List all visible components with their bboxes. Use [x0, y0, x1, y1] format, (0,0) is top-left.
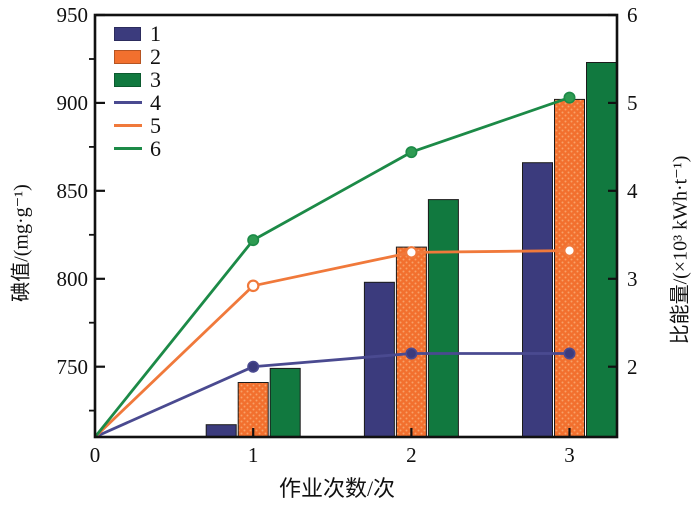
right-axis-tick-label: 2 — [627, 354, 638, 379]
bar-series-2 — [237, 382, 269, 438]
left-axis-tick-label: 900 — [56, 90, 89, 115]
marker-series-5 — [563, 244, 576, 257]
x-axis-tick-label: 2 — [406, 443, 417, 467]
x-axis-title: 作业次数/次 — [278, 476, 396, 501]
chart-legend: 1 2 3 4 5 6 — [114, 22, 161, 160]
legend-label: 3 — [150, 66, 161, 92]
bar-series-2 — [554, 98, 585, 438]
bar-series-2 — [395, 246, 427, 438]
legend-label: 2 — [150, 43, 161, 69]
marker-series-5 — [405, 246, 418, 259]
bar-series-1 — [522, 162, 553, 438]
legend-swatch-bar-2 — [114, 49, 141, 64]
legend-item: 6 — [114, 137, 161, 160]
legend-label: 1 — [150, 20, 161, 46]
line-series-6 — [93, 96, 570, 438]
line-series-5 — [94, 249, 570, 439]
left-axis-tick-label: 950 — [56, 3, 89, 27]
x-axis-tick-label: 0 — [89, 443, 101, 467]
right-axis-title: 比能量/(×10³ kWh·t⁻¹) — [669, 155, 692, 345]
bar-series-1 — [363, 281, 395, 438]
legend-label: 4 — [150, 89, 161, 115]
marker-series-4 — [405, 347, 418, 360]
right-axis-tick-label: 3 — [627, 266, 638, 291]
left-axis-tick-label: 800 — [56, 266, 89, 291]
marker-series-4 — [247, 360, 260, 373]
plot-frame — [93, 13, 619, 439]
right-axis-tick-label: 6 — [627, 3, 638, 27]
bar-series-3 — [427, 199, 459, 438]
legend-swatch-line-5 — [114, 123, 142, 128]
left-axis-title: 碘值/(mg·g⁻¹) — [10, 184, 33, 302]
x-axis-tick-label: 3 — [564, 443, 575, 467]
marker-series-6 — [563, 91, 576, 104]
legend-swatch-bar-3 — [114, 72, 141, 87]
legend-swatch-line-6 — [114, 146, 142, 151]
left-axis-tick-label: 850 — [56, 178, 89, 203]
legend-item: 5 — [114, 114, 161, 137]
legend-label: 6 — [150, 135, 161, 161]
legend-item: 4 — [114, 91, 161, 114]
left-axis-tick-label: 750 — [56, 354, 89, 379]
bar-series-1 — [205, 424, 237, 438]
marker-series-4 — [563, 347, 576, 360]
marker-series-6 — [247, 234, 260, 247]
marker-series-6 — [405, 146, 418, 159]
right-axis-tick-label: 5 — [627, 90, 638, 115]
right-axis-tick-label: 4 — [627, 178, 638, 203]
marker-series-5 — [246, 279, 260, 293]
legend-swatch-bar-1 — [114, 26, 141, 41]
legend-item: 3 — [114, 68, 161, 91]
legend-item: 1 — [114, 22, 161, 45]
bar-series-3 — [586, 62, 617, 438]
x-axis-tick-label: 1 — [247, 443, 259, 467]
legend-label: 5 — [150, 112, 161, 138]
bar-series-3 — [269, 367, 301, 438]
line-series-4 — [94, 352, 570, 439]
legend-item: 2 — [114, 45, 161, 68]
legend-swatch-line-4 — [114, 100, 142, 105]
